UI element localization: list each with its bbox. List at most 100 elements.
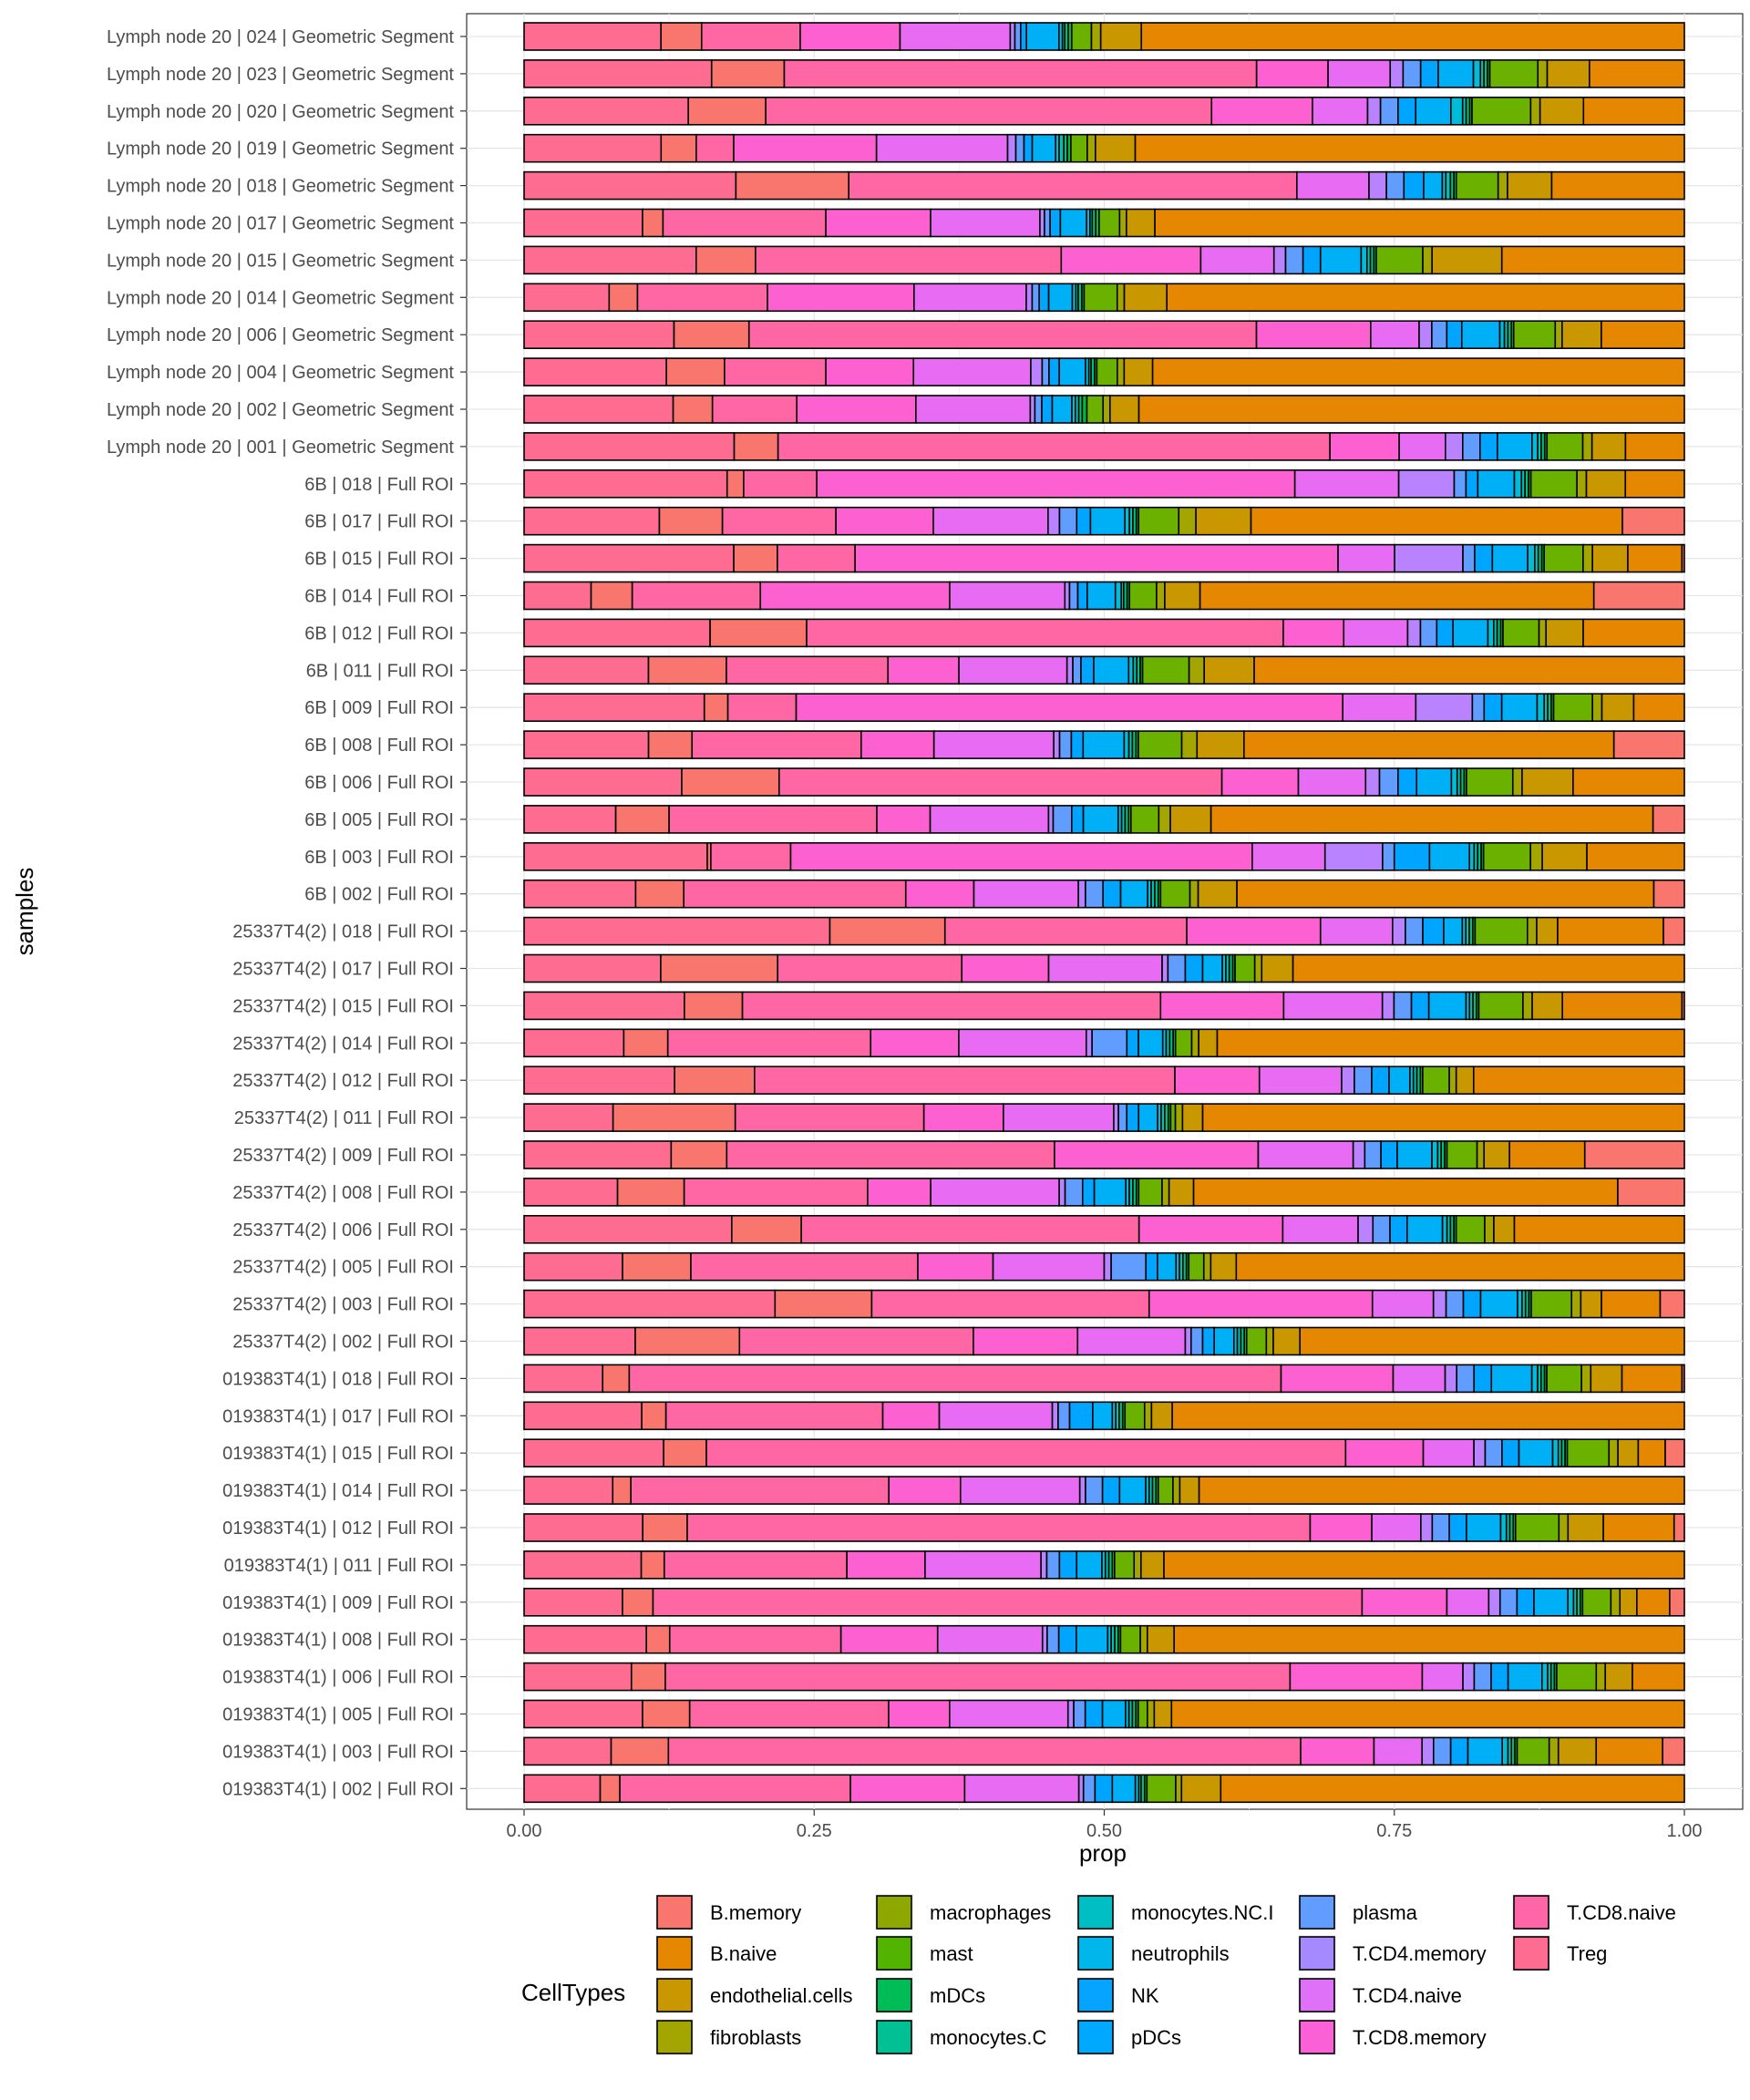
bar-segment-t-cd4-memory: [1337, 543, 1395, 573]
legend-key-swatch: [1299, 2020, 1335, 2054]
bar-segment-pdcs: [1385, 170, 1405, 201]
bar-segment-macrophages: [1138, 730, 1183, 759]
bar-segment-fibroblasts: [1189, 879, 1199, 909]
bar-segment-t-cd8-naive: [634, 879, 685, 909]
bar-segment-fibroblasts: [1156, 581, 1166, 611]
bar-segment-t-cd8-memory: [686, 1513, 1312, 1542]
legend-key-swatch: [1513, 1895, 1549, 1930]
bar-segment-t-cd4-naive: [835, 506, 934, 536]
bar-segment-t-cd8-memory: [711, 395, 798, 424]
bars-layer: [523, 22, 1685, 1804]
bar-segment-t-cd4-memory: [932, 730, 1055, 759]
bar-segment-b-naive: [1154, 208, 1685, 238]
bar-segment-t-cd8-memory: [691, 730, 862, 759]
bar-segment-nk: [1201, 1326, 1215, 1356]
bar-segment-neutrophils: [1051, 395, 1073, 424]
bar-segment-fibroblasts: [1133, 1550, 1142, 1580]
bar-segment-t-cd4-memory: [936, 1624, 1044, 1654]
bar-segment-t-cd8-naive: [665, 357, 726, 386]
bar-segment-fibroblasts: [1175, 1774, 1183, 1804]
bar-segment-endothelial-cells: [1580, 1289, 1602, 1319]
bar-segment-treg: [523, 1065, 675, 1095]
bar-segment-macrophages: [1566, 1438, 1611, 1467]
bar-segment-pdcs: [1462, 432, 1481, 461]
bar-segment-t-cd8-naive: [590, 581, 633, 611]
bar-segment-fibroblasts: [1558, 1513, 1570, 1542]
bar-segment-endothelial-cells: [1531, 991, 1564, 1021]
bar-segment-endothelial-cells: [1521, 767, 1574, 797]
bar-segment-treg: [523, 1251, 623, 1282]
bar-segment-t-cd4-naive: [1054, 1140, 1260, 1169]
bar-segment-t-cd4-memory: [1373, 1736, 1424, 1766]
legend-label: mast: [930, 1942, 973, 1965]
bar-segment-fibroblasts: [1190, 1028, 1199, 1058]
bar-segment-pdcs: [1453, 468, 1467, 499]
bar-segment-fibroblasts: [1102, 395, 1111, 424]
bar-segment-b-naive: [1561, 991, 1683, 1021]
bar-segment-macrophages: [1516, 1736, 1550, 1766]
y-tick-label: 6B | 011 | Full ROI: [306, 661, 454, 681]
bar-segment-t-cd4-naive: [1300, 1736, 1375, 1766]
bar-segment-t-cd8-memory: [710, 841, 792, 871]
bar-segment-macrophages: [1546, 432, 1584, 461]
bar-segment-neutrophils: [1396, 1140, 1433, 1169]
bar-segment-t-cd8-naive: [622, 1251, 692, 1282]
bar-segment-t-cd4-memory: [949, 1699, 1069, 1729]
bar-segment-fibroblasts: [1484, 1215, 1495, 1244]
y-tick-label: 25337T4(2) | 017 | Full ROI: [232, 960, 454, 980]
y-tick-label: 6B | 008 | Full ROI: [304, 736, 454, 756]
bar-segment-neutrophils: [1086, 581, 1117, 611]
bar-segment-endothelial-cells: [1181, 1103, 1204, 1132]
bar-segment-b-naive: [1624, 432, 1685, 461]
legend-label: B.naive: [710, 1942, 777, 1965]
bar-segment-t-cd8-memory: [721, 506, 837, 536]
bar-segment-t-cd4-memory: [924, 1550, 1042, 1580]
y-tick-label: 6B | 018 | Full ROI: [304, 475, 454, 495]
bar-segment-plasma: [1421, 1736, 1435, 1766]
bar-segment-t-cd4-naive: [846, 1550, 926, 1580]
legend-key-swatch: [656, 1936, 693, 1971]
legend-key-swatch: [1077, 1978, 1114, 2012]
bar-segment-b-memory: [1621, 506, 1685, 536]
bar-segment-neutrophils: [1138, 1028, 1164, 1058]
bar-segment-endothelial-cells: [1590, 1364, 1623, 1394]
bar-segment-pdcs: [1498, 1588, 1518, 1617]
bar-segment-b-memory: [1612, 730, 1685, 759]
bar-segment-fibroblasts: [1580, 1364, 1592, 1394]
bar-segment-b-naive: [1572, 767, 1685, 797]
legend: CellTypes B.memory B.naive endothelial.cel…: [521, 1894, 1676, 2055]
y-tick-label: 019383T4(1) | 006 | Full ROI: [222, 1668, 454, 1688]
bar-segment-t-cd8-memory: [777, 953, 963, 983]
bar-segment-macrophages: [1128, 581, 1158, 611]
bar-segment-t-cd8-memory: [662, 208, 827, 238]
y-tick-label: 019383T4(1) | 012 | Full ROI: [222, 1518, 454, 1539]
bar-segment-macrophages: [1477, 991, 1524, 1021]
bar-segment-b-memory: [1662, 916, 1685, 946]
bar-segment-neutrophils: [1058, 357, 1086, 386]
bar-segment-treg: [523, 1289, 777, 1319]
bar-segment-plasma: [1272, 245, 1287, 275]
bar-segment-pdcs: [1085, 1476, 1104, 1505]
bar-segment-treg: [523, 841, 708, 871]
bar-segment-macrophages: [1138, 1178, 1163, 1207]
bar-segment-macrophages: [1512, 320, 1557, 350]
bar-segment-monocytes-nc-i: [1567, 1588, 1575, 1617]
bar-segment-neutrophils: [1031, 133, 1056, 163]
bar-segment-monocytes-nc-i: [1501, 1736, 1509, 1766]
legend-label: NK: [1131, 1984, 1159, 2007]
bar-segment-endothelial-cells: [1590, 432, 1627, 461]
y-tick-label: 019383T4(1) | 003 | Full ROI: [222, 1742, 454, 1762]
bar-segment-endothelial-cells: [1536, 916, 1559, 946]
bar-segment-b-naive: [1624, 468, 1685, 499]
legend-key-swatch: [1077, 2020, 1114, 2054]
bar-segment-treg: [523, 468, 728, 499]
bar-segment-t-cd8-memory: [666, 1028, 872, 1058]
bar-segment-plasma: [1323, 841, 1384, 871]
bar-segment-pdcs: [1085, 879, 1105, 909]
bar-segment-neutrophils: [1452, 618, 1489, 648]
bar-segment-t-cd4-naive: [1344, 1438, 1425, 1467]
bar-segment-t-cd8-naive: [640, 1550, 665, 1580]
bar-segment-endothelial-cells: [1203, 655, 1255, 685]
bar-segment-t-cd4-memory: [1327, 59, 1392, 88]
bar-segment-endothelial-cells: [1545, 618, 1584, 648]
